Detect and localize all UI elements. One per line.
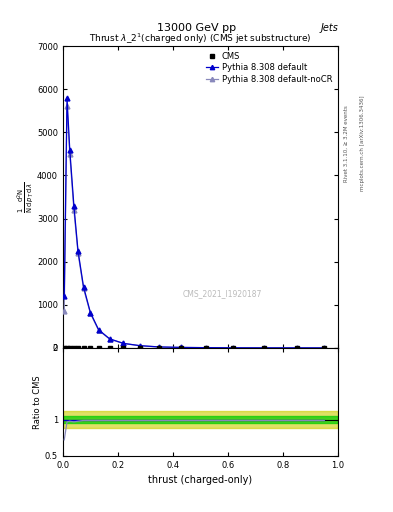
Pythia 8.308 default [121,340,126,347]
Pythia 8.308 default [107,336,112,342]
CMS [294,345,299,351]
Pythia 8.308 default [88,309,93,315]
CMS [261,345,266,351]
Pythia 8.308 default-noCR [81,285,86,291]
Pythia 8.308 default-noCR [68,151,72,157]
Pythia 8.308 default [68,146,72,153]
Title: Thrust $\lambda\_2^{1}$(charged only) (CMS jet substructure): Thrust $\lambda\_2^{1}$(charged only) (C… [89,32,312,46]
Pythia 8.308 default [294,345,299,351]
Line: CMS: CMS [62,346,327,350]
Pythia 8.308 default [72,203,76,209]
Pythia 8.308 default-noCR [138,343,142,349]
Pythia 8.308 default [261,345,266,351]
CMS [88,345,93,351]
Pythia 8.308 default [62,293,67,299]
Y-axis label: Ratio to CMS: Ratio to CMS [33,375,42,429]
CMS [138,345,142,351]
CMS [204,345,208,351]
Pythia 8.308 default-noCR [157,344,162,350]
CMS [322,345,327,351]
CMS [231,345,236,351]
Pythia 8.308 default-noCR [88,310,93,316]
CMS [81,345,86,351]
Pythia 8.308 default [231,345,236,351]
Pythia 8.308 default-noCR [107,336,112,342]
CMS [157,345,162,351]
Pythia 8.308 default [179,345,184,351]
Text: mcplots.cern.ch [arXiv:1306.3436]: mcplots.cern.ch [arXiv:1306.3436] [360,96,365,191]
CMS [68,345,72,351]
X-axis label: thrust (charged-only): thrust (charged-only) [149,475,252,485]
CMS [121,345,126,351]
Text: Jets: Jets [320,23,338,33]
Pythia 8.308 default-noCR [72,207,76,213]
CMS [76,345,81,351]
CMS [107,345,112,351]
Pythia 8.308 default [76,248,81,254]
CMS [96,345,101,351]
Pythia 8.308 default-noCR [96,327,101,333]
Pythia 8.308 default [322,345,327,351]
Pythia 8.308 default-noCR [261,345,266,351]
Line: Pythia 8.308 default-noCR: Pythia 8.308 default-noCR [62,104,327,350]
Text: CMS_2021_I1920187: CMS_2021_I1920187 [183,289,262,298]
CMS [72,345,76,351]
Pythia 8.308 default [157,344,162,350]
Pythia 8.308 default-noCR [64,103,70,110]
Pythia 8.308 default-noCR [294,345,299,351]
Pythia 8.308 default-noCR [76,250,81,256]
Pythia 8.308 default-noCR [121,340,126,347]
Line: Pythia 8.308 default: Pythia 8.308 default [62,95,327,350]
Pythia 8.308 default-noCR [179,345,184,351]
Pythia 8.308 default [96,327,101,333]
Pythia 8.308 default-noCR [322,345,327,351]
Pythia 8.308 default [138,343,142,349]
Y-axis label: $\frac{1}{\mathrm{N}}\frac{\mathrm{d}^{2}\mathrm{N}}{\mathrm{d}\,p_T\,\mathrm{d}: $\frac{1}{\mathrm{N}}\frac{\mathrm{d}^{2… [15,181,35,213]
CMS [64,345,70,351]
Pythia 8.308 default [64,95,70,101]
Pythia 8.308 default [81,284,86,290]
Text: 13000 GeV pp: 13000 GeV pp [157,23,236,33]
CMS [179,345,184,351]
Pythia 8.308 default-noCR [231,345,236,351]
Pythia 8.308 default-noCR [204,345,208,351]
Pythia 8.308 default-noCR [62,308,67,314]
CMS [62,345,67,351]
Text: Rivet 3.1.10, ≥ 3.2M events: Rivet 3.1.10, ≥ 3.2M events [344,105,349,182]
Legend: CMS, Pythia 8.308 default, Pythia 8.308 default-noCR: CMS, Pythia 8.308 default, Pythia 8.308 … [204,50,334,86]
Pythia 8.308 default [204,345,208,351]
